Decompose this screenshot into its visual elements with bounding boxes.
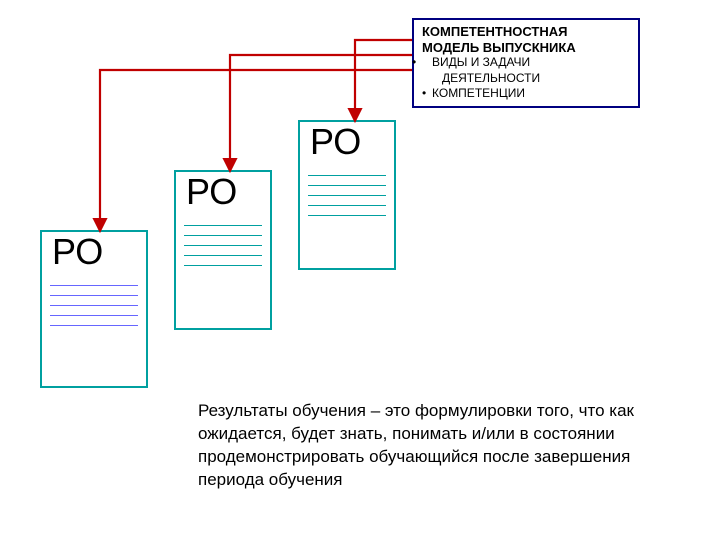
ro-box-ro-3: РО [298,120,396,270]
ro-box-ro-2: РО [174,170,272,330]
ro-line [308,185,386,186]
ro-label: РО [42,232,146,276]
arrow-0 [355,40,412,117]
ro-label: РО [300,122,394,166]
competency-model-box: КОМПЕТЕНТНОСТНАЯ МОДЕЛЬ ВЫПУСКНИКА ВИДЫ … [412,18,640,108]
ro-line [50,285,138,286]
ro-line [50,315,138,316]
ro-line [308,215,386,216]
ro-line [184,255,262,256]
ro-line [184,235,262,236]
ro-line [50,295,138,296]
definition-text: Результаты обучения – это формулировки т… [198,400,678,492]
info-bullet-1: КОМПЕТЕНЦИИ [422,86,630,102]
info-title-line2: МОДЕЛЬ ВЫПУСКНИКА [422,40,630,56]
ro-box-ro-1: РО [40,230,148,388]
ro-label: РО [176,172,270,216]
ro-line [50,325,138,326]
ro-line [308,195,386,196]
info-title-line1: КОМПЕТЕНТНОСТНАЯ [422,24,630,40]
ro-line [308,205,386,206]
ro-line [184,265,262,266]
ro-line [184,245,262,246]
ro-line [184,225,262,226]
info-bullet-0: ВИДЫ И ЗАДАЧИ ДЕЯТЕЛЬНОСТИ [422,55,630,86]
ro-line [50,305,138,306]
info-bullets: ВИДЫ И ЗАДАЧИ ДЕЯТЕЛЬНОСТИКОМПЕТЕНЦИИ [422,55,630,102]
ro-line [308,175,386,176]
